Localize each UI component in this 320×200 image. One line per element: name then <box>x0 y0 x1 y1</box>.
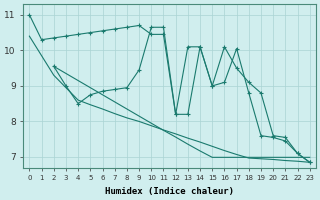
X-axis label: Humidex (Indice chaleur): Humidex (Indice chaleur) <box>105 187 234 196</box>
